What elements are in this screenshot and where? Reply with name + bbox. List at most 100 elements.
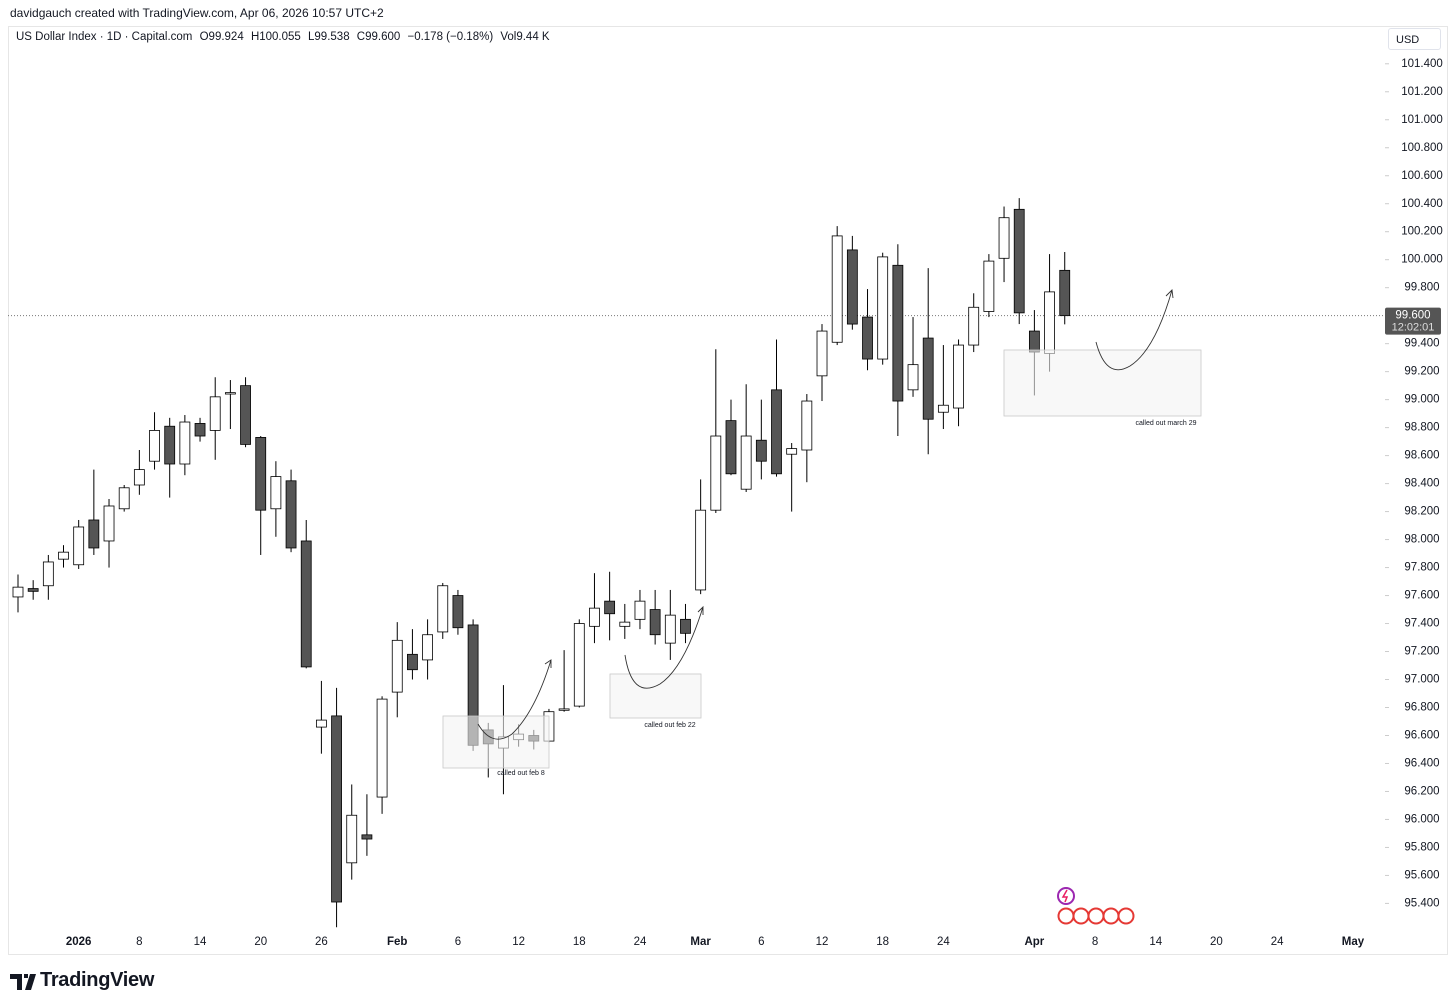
candle-body: [801, 400, 813, 451]
candle-body: [664, 614, 676, 644]
event-icons: [1057, 887, 1135, 925]
candle-body: [695, 509, 707, 591]
legend-low: L99.538: [308, 31, 350, 43]
x-tick-label: Mar: [690, 936, 711, 948]
annotation: called out march 29: [1135, 420, 1196, 427]
y-tick-label: 101.400: [1401, 58, 1443, 70]
candle-body: [42, 561, 54, 587]
x-tick-label: 14: [1149, 936, 1162, 948]
candle-body: [300, 540, 312, 668]
candle-body: [634, 600, 646, 620]
y-tick-label: 97.200: [1404, 646, 1439, 658]
legend-open: O99.924: [199, 31, 244, 43]
currency-button[interactable]: USD: [1388, 28, 1441, 50]
x-tick-label: 6: [758, 936, 764, 948]
y-tick-label: 100.600: [1401, 170, 1443, 182]
y-tick-label: 98.200: [1404, 506, 1439, 518]
candle-body: [680, 618, 691, 634]
countdown: 12:02:01: [1392, 322, 1435, 334]
y-tick-label: 99.400: [1404, 338, 1439, 350]
candle-body: [862, 316, 873, 360]
legend-volume: Vol9.44 K: [500, 31, 550, 43]
candle-body: [877, 256, 889, 360]
last-price-tag: [1385, 307, 1441, 335]
y-tick-label: 99.200: [1404, 366, 1439, 378]
x-tick-label: 2026: [66, 936, 92, 948]
projection-arrow: [624, 605, 704, 689]
x-tick-label: 18: [573, 936, 586, 948]
x-tick-label: 18: [876, 936, 889, 948]
candle-body: [619, 621, 631, 627]
y-tick-label: 100.800: [1401, 142, 1443, 154]
candle-body: [422, 634, 433, 661]
candle-body: [118, 487, 130, 510]
candle-body: [983, 260, 995, 312]
x-tick-label: 24: [634, 936, 647, 948]
x-tick-label: 24: [937, 936, 950, 948]
legend: US Dollar Index · 1D · Capital.com O99.9…: [16, 31, 554, 43]
candle-body: [315, 719, 327, 728]
plot-area: 95.400 95.600 95.800 96.000 96.200 96.400 96.6…: [8, 58, 1443, 948]
annotation: called out feb 22: [644, 722, 695, 729]
candle-body: [58, 551, 69, 560]
projection-arrow: [477, 659, 552, 740]
y-tick-label: 96.200: [1404, 785, 1439, 797]
candle-body: [604, 600, 616, 615]
candle-body: [816, 330, 828, 377]
x-tick-label: Feb: [387, 936, 407, 948]
x-tick-label: 12: [512, 936, 525, 948]
candle-body: [1059, 269, 1071, 317]
candle-body: [922, 337, 934, 420]
y-tick-label: 101.000: [1401, 114, 1443, 126]
candle-body: [649, 609, 661, 636]
candle-body: [831, 235, 843, 343]
candle-body: [179, 421, 191, 465]
candle-body: [710, 435, 722, 511]
candle-body: [437, 585, 449, 633]
candle-body: [998, 217, 1010, 259]
projection-arrow: [1095, 289, 1174, 371]
candle-body: [755, 439, 767, 462]
y-tick-label: 95.600: [1404, 869, 1439, 881]
candle-body: [907, 364, 919, 391]
candle-body: [194, 423, 206, 437]
candle-body: [209, 396, 221, 431]
x-tick-label: Apr: [1024, 936, 1044, 948]
candle-body: [786, 448, 798, 455]
candle-body: [164, 425, 176, 465]
x-tick-label: 20: [1210, 936, 1223, 948]
candle-body: [558, 708, 570, 711]
y-tick-label: 100.000: [1401, 254, 1443, 266]
candle-body: [224, 392, 236, 395]
y-tick-label: 98.400: [1404, 478, 1439, 490]
candle-body: [725, 420, 737, 475]
candle-body: [953, 344, 964, 409]
chart-frame: [8, 26, 1448, 955]
candle-body: [12, 586, 24, 598]
y-tick-label: 96.800: [1404, 702, 1439, 714]
x-tick-label: 8: [1092, 936, 1098, 948]
x-tick-label: 24: [1271, 936, 1284, 948]
candle-body: [285, 480, 297, 549]
zone-box: [1003, 349, 1202, 417]
y-tick-label: 96.000: [1404, 813, 1439, 825]
candle-body: [589, 607, 600, 627]
x-tick-label: 8: [136, 936, 142, 948]
y-tick-label: 95.800: [1404, 841, 1439, 853]
candle-body: [1044, 291, 1055, 354]
y-tick-label: 100.400: [1401, 198, 1443, 210]
y-tick-label: 98.000: [1404, 534, 1439, 546]
legend-change: −0.178 (−0.18%): [407, 31, 494, 43]
annotation: called out feb 8: [497, 770, 545, 777]
y-tick-label: 100.200: [1401, 226, 1443, 238]
y-tick-label: 96.400: [1404, 758, 1439, 770]
y-tick-label: 101.200: [1401, 86, 1443, 98]
candle-body: [255, 437, 267, 511]
x-tick-label: 20: [254, 936, 267, 948]
candle-body: [270, 476, 282, 510]
candle-body: [391, 639, 403, 693]
candle-body: [133, 469, 145, 486]
y-tick-label: 96.600: [1404, 730, 1439, 742]
